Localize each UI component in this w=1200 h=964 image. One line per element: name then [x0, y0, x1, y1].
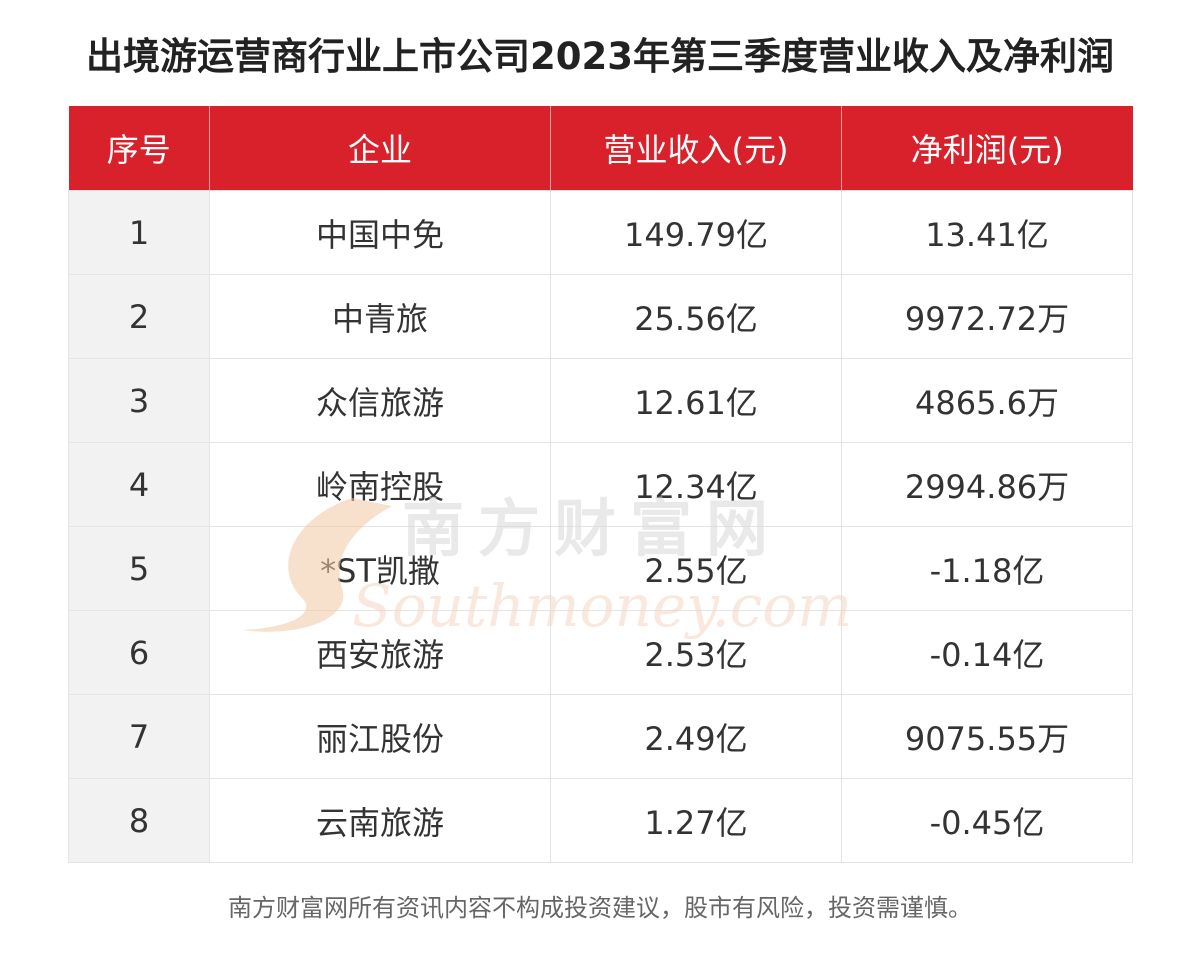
table-header-row: 序号 企业 营业收入(元) 净利润(元)	[68, 106, 1133, 191]
cell-revenue: 149.79亿	[550, 190, 842, 275]
cell-index: 6	[68, 610, 210, 695]
disclaimer: 南方财富网所有资讯内容不构成投资建议，股市有风险，投资需谨慎。	[228, 894, 972, 922]
table-row: 4 岭南控股 12.34亿 2994.86万	[68, 442, 1133, 527]
cell-index: 4	[68, 442, 210, 527]
cell-index: 8	[68, 778, 210, 863]
table-row: 3 众信旅游 12.61亿 4865.6万	[68, 358, 1133, 443]
cell-net-profit: -0.45亿	[841, 778, 1133, 863]
cell-net-profit: 4865.6万	[841, 358, 1133, 443]
cell-revenue: 12.34亿	[550, 442, 842, 527]
table-row: 6 西安旅游 2.53亿 -0.14亿	[68, 610, 1133, 695]
cell-company: 丽江股份	[209, 694, 551, 779]
cell-revenue: 2.55亿	[550, 526, 842, 611]
cell-revenue: 2.49亿	[550, 694, 842, 779]
cell-net-profit: 13.41亿	[841, 190, 1133, 275]
cell-revenue: 2.53亿	[550, 610, 842, 695]
cell-revenue: 25.56亿	[550, 274, 842, 359]
header-company: 企业	[209, 106, 551, 191]
cell-net-profit: 9972.72万	[841, 274, 1133, 359]
table-row: 8 云南旅游 1.27亿 -0.45亿	[68, 778, 1133, 863]
cell-company: 云南旅游	[209, 778, 551, 863]
table-row: 1 中国中免 149.79亿 13.41亿	[68, 190, 1133, 275]
cell-index: 2	[68, 274, 210, 359]
data-table: 序号 企业 营业收入(元) 净利润(元) 1 中国中免 149.79亿 13.4…	[68, 106, 1133, 863]
cell-index: 5	[68, 526, 210, 611]
table-row: 5 *ST凯撒 2.55亿 -1.18亿	[68, 526, 1133, 611]
cell-index: 1	[68, 190, 210, 275]
cell-company: 岭南控股	[209, 442, 551, 527]
header-index: 序号	[68, 106, 210, 191]
cell-net-profit: 9075.55万	[841, 694, 1133, 779]
cell-company: 西安旅游	[209, 610, 551, 695]
header-revenue: 营业收入(元)	[550, 106, 842, 191]
cell-index: 3	[68, 358, 210, 443]
data-table-container: 序号 企业 营业收入(元) 净利润(元) 1 中国中免 149.79亿 13.4…	[68, 106, 1133, 863]
cell-net-profit: -0.14亿	[841, 610, 1133, 695]
cell-net-profit: 2994.86万	[841, 442, 1133, 527]
cell-company: 众信旅游	[209, 358, 551, 443]
cell-company: 中国中免	[209, 190, 551, 275]
cell-company: *ST凯撒	[209, 526, 551, 611]
table-row: 2 中青旅 25.56亿 9972.72万	[68, 274, 1133, 359]
header-net-profit: 净利润(元)	[841, 106, 1133, 191]
cell-net-profit: -1.18亿	[841, 526, 1133, 611]
page-title: 出境游运营商行业上市公司2023年第三季度营业收入及净利润	[86, 35, 1114, 78]
cell-company: 中青旅	[209, 274, 551, 359]
cell-revenue: 12.61亿	[550, 358, 842, 443]
cell-index: 7	[68, 694, 210, 779]
cell-revenue: 1.27亿	[550, 778, 842, 863]
table-row: 7 丽江股份 2.49亿 9075.55万	[68, 694, 1133, 779]
